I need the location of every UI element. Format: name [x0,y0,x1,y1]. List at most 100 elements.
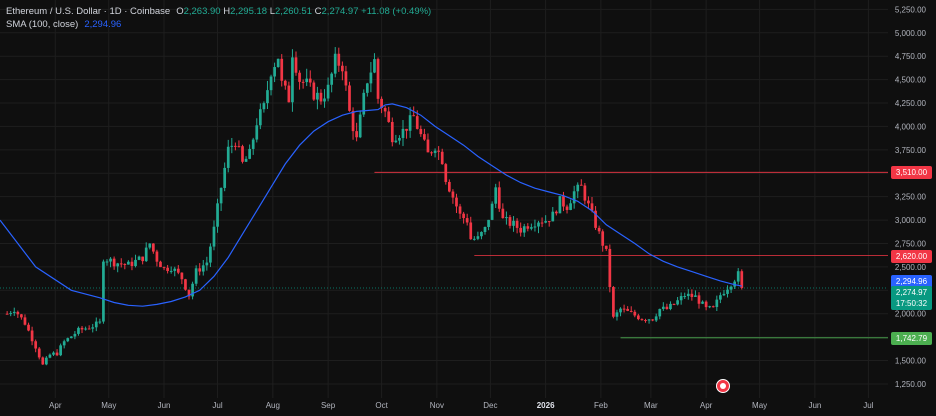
candle-body [127,261,130,265]
candle-body [565,206,569,210]
price-tick-label: 4,750.00 [895,52,927,61]
candle-body [647,319,651,321]
level-3510-tag[interactable]: 3,510.00 [891,166,932,180]
price-tick-label: 5,250.00 [895,5,927,14]
candle-body [515,220,519,228]
candle-body [258,109,262,126]
candle-body [665,306,669,310]
candle-body [358,114,362,138]
symbol-title[interactable]: Ethereum / U.S. Dollar · 1D · Coinbase [6,6,171,17]
sma-series[interactable] [0,103,742,307]
candle-body [533,226,537,228]
last-price-tag[interactable]: 2,274.97 17:50:32 [891,285,932,310]
level-2620-tag[interactable]: 2,620.00 [891,249,932,263]
candle-body [398,137,401,141]
candle-body [273,67,276,77]
candle-body [348,85,351,111]
candle-body [137,256,141,260]
candle-body [490,203,494,220]
earnings-event-icon[interactable] [716,379,730,393]
sma-row[interactable]: SMA (100, close) 2,294.96 [6,18,431,31]
candle-body [201,265,205,272]
candle-body [465,218,469,223]
sma-label[interactable]: SMA (100, close) [6,19,79,30]
candle-body [69,336,73,339]
candle-body [280,58,284,81]
candle-body [73,333,77,337]
time-tick-label: Jun [808,401,821,410]
candle-body [219,187,223,204]
price-tick-label: 2,500.00 [895,263,927,272]
candle-body [123,263,127,265]
candle-body [276,58,280,68]
candle-body [619,308,622,313]
time-tick-label: Jul [863,401,873,410]
candle-body [604,245,608,249]
candle-body [194,268,198,284]
candle-body [483,226,487,232]
sma-tag[interactable]: 2,294.96 [891,275,932,289]
symbol-row[interactable]: Ethereum / U.S. Dollar · 1D · Coinbase O… [6,5,431,18]
candle-body [594,210,597,228]
candle-body [266,90,269,104]
candle-body [333,53,337,74]
candle-body [501,208,505,219]
candle-body [248,148,251,159]
candle-body [683,296,687,298]
price-tick-label: 4,000.00 [895,122,927,131]
time-tick-label: Sep [321,401,336,410]
candle-body [608,248,612,288]
candle-body [244,158,248,162]
candle-body [84,328,87,330]
low-label: L [269,6,276,17]
candle-body [626,308,630,311]
candle-body [30,330,34,342]
candle-body [87,328,91,330]
price-tick-label: 5,000.00 [895,29,927,38]
candle-body [629,310,633,312]
candle-body [37,348,41,358]
candle-body [469,222,473,240]
candle-body [711,306,715,308]
candle-body [287,85,291,103]
candle-body [736,271,740,282]
price-tick-label: 4,500.00 [895,76,927,85]
candle-body [480,231,483,237]
horizontal-levels[interactable] [0,171,888,339]
candle-body [294,57,298,73]
candle-body [209,246,212,263]
candle-body [569,203,572,210]
countdown-timer: 17:50:32 [895,298,928,308]
candle-body [351,110,355,132]
candle-body [191,283,194,297]
candlestick-series[interactable] [5,47,744,366]
candle-body [184,279,187,290]
candle-body [337,53,341,66]
candle-body [159,261,162,268]
event-dot-icon [720,383,726,389]
price-tick-label: 2,000.00 [895,310,927,319]
candle-body [341,65,344,72]
candle-body [512,220,515,226]
level-1742-tag[interactable]: 1,742.79 [891,331,932,345]
candle-body [387,111,391,122]
time-tick-label: Feb [594,401,608,410]
candle-body [701,301,704,304]
candle-body [697,295,701,304]
candle-body [62,341,66,346]
chart-legend: Ethereum / U.S. Dollar · 1D · Coinbase O… [6,5,431,31]
low-value: 2,260.51 [275,6,312,17]
price-tag-value: 1,742.79 [895,333,928,343]
time-tick-label: May [101,401,116,410]
high-label: H [223,6,231,17]
candle-body [355,131,358,138]
price-tick-label: 3,000.00 [895,216,927,225]
candle-body [622,308,626,310]
candle-body [583,185,587,201]
candle-body [112,258,116,267]
candle-body [394,140,398,143]
time-axis[interactable]: Apr May Jun Jul Aug Sep Oct Nov Dec 2026 Feb Mar Apr… [49,401,874,410]
candle-body [415,116,419,129]
